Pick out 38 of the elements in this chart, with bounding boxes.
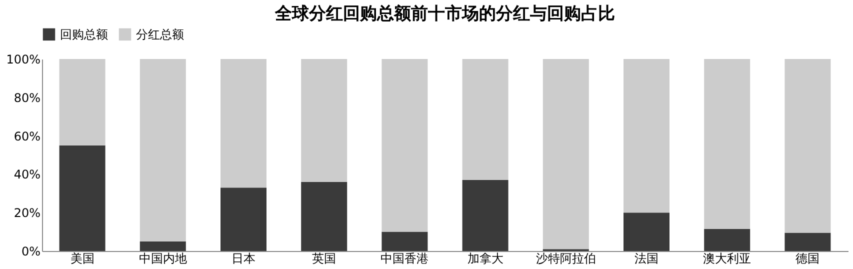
- x-tick-label: 德国: [796, 252, 820, 266]
- chart-title: 全球分红回购总额前十市场的分红与回购占比: [274, 4, 615, 24]
- bar: [784, 59, 831, 233]
- bar: [704, 228, 750, 251]
- y-tick-label: 20%: [14, 206, 40, 220]
- bar: [462, 180, 508, 251]
- x-tick-label: 法国: [634, 252, 658, 266]
- bar: [140, 59, 186, 242]
- y-tick-label: 100%: [6, 52, 40, 66]
- bar: [462, 59, 508, 180]
- y-tick-label: 80%: [14, 90, 40, 105]
- x-tick-label: 中国内地: [138, 252, 187, 266]
- bar: [382, 59, 428, 232]
- bar: [301, 59, 348, 182]
- bar: [59, 59, 106, 146]
- x-tick-label: 英国: [312, 252, 336, 266]
- bar: [301, 182, 348, 251]
- bar: [542, 59, 589, 250]
- x-tick-label: 沙特阿拉伯: [536, 252, 596, 266]
- bar: [784, 232, 831, 251]
- bar: [624, 212, 670, 251]
- x-tick-label: 中国香港: [380, 252, 429, 266]
- y-tick-label: 40%: [14, 168, 40, 182]
- x-tick-label: 加拿大: [467, 252, 504, 266]
- bar: [140, 241, 186, 251]
- x-tick-label: 澳大利亚: [703, 252, 752, 266]
- bar: [382, 232, 428, 251]
- bar: [220, 59, 266, 188]
- bar: [624, 59, 670, 213]
- x-tick-label: 日本: [232, 252, 256, 266]
- y-tick-label: 60%: [14, 129, 40, 144]
- bar: [59, 145, 106, 251]
- x-tick-label: 美国: [70, 252, 94, 266]
- bar: [220, 188, 266, 251]
- bar: [704, 59, 750, 229]
- legend-label: 分红总额: [136, 27, 184, 42]
- legend-label: 回购总额: [60, 27, 108, 42]
- y-tick-label: 0%: [21, 244, 40, 258]
